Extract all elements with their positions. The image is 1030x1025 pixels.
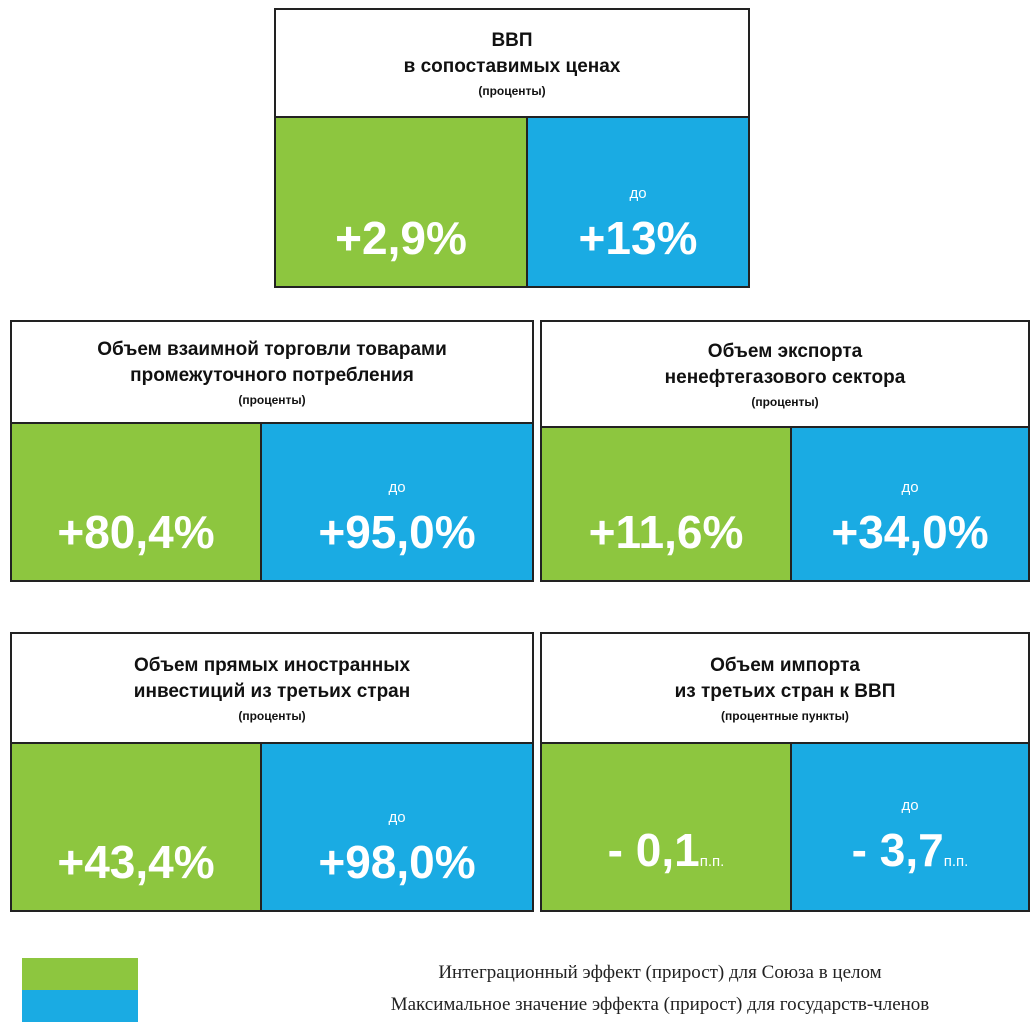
union-effect: - 0,1п.п. xyxy=(542,744,792,910)
panel-title: Объем экспорта xyxy=(707,341,863,362)
union-effect: +2,9% xyxy=(276,118,528,286)
panel-header: ВВП в сопоставимых ценах (проценты) xyxy=(276,10,748,118)
legend-label: Максимальное значение эффекта (прирост) … xyxy=(390,994,930,1015)
max-prefix: до xyxy=(901,797,919,814)
max-value: +95,0% xyxy=(318,506,475,558)
panel-header: Объем взаимной торговли товарами промежут… xyxy=(12,322,532,424)
panel-unit: (проценты) xyxy=(238,709,306,723)
max-effect: до - 3,7п.п. xyxy=(792,744,1028,910)
max-prefix: до xyxy=(629,185,647,202)
panel-title: в сопоставимых ценах xyxy=(403,56,621,77)
panel-header: Объем экспорта ненефтегазового сектора (пр… xyxy=(542,322,1028,428)
legend-swatch xyxy=(22,990,138,1022)
union-value-text: +2,9% xyxy=(335,212,467,264)
panel-title: Объем прямых иностранных xyxy=(133,655,411,676)
panel-header: Объем импорта из третьих стран к ВВП (проц… xyxy=(542,634,1028,744)
union-suffix: п.п. xyxy=(699,853,725,870)
legend-label: Интеграционный эффект (прирост) для Союз… xyxy=(438,962,882,983)
panel-unit: (проценты) xyxy=(751,395,819,409)
panel-unit: (процентные пункты) xyxy=(721,709,849,723)
panel-title: ВВП xyxy=(491,30,533,51)
union-value-text: - 0,1 xyxy=(607,824,700,876)
union-effect: +11,6% xyxy=(542,428,792,580)
max-value: +34,0% xyxy=(831,506,988,558)
max-prefix: до xyxy=(388,809,406,826)
legend-swatch xyxy=(22,958,138,990)
max-value: +98,0% xyxy=(318,836,475,888)
max-value: - 3,7п.п. xyxy=(852,824,969,888)
panel-unit: (проценты) xyxy=(478,84,546,98)
max-prefix: до xyxy=(901,479,919,496)
union-effect: +43,4% xyxy=(12,744,262,910)
max-value-text: +34,0% xyxy=(831,506,989,558)
panel: Объем экспорта ненефтегазового сектора (пр… xyxy=(540,320,1030,582)
union-effect: +80,4% xyxy=(12,424,262,580)
max-effect: до +95,0% xyxy=(262,424,532,580)
max-effect: до +13% xyxy=(528,118,748,286)
union-value: - 0,1п.п. xyxy=(608,824,725,888)
panel: ВВП в сопоставимых ценах (проценты) +2,9% до… xyxy=(274,8,750,288)
max-value-text: +13% xyxy=(578,212,698,264)
panel-title: инвестиций из третьих стран xyxy=(133,681,411,702)
max-value-text: +98,0% xyxy=(318,836,476,888)
union-value-text: +11,6% xyxy=(588,506,744,558)
union-value-text: +43,4% xyxy=(57,836,215,888)
union-value: +80,4% xyxy=(57,506,214,558)
panel-unit: (проценты) xyxy=(238,393,306,407)
panel-title: промежуточного потребления xyxy=(130,365,414,386)
max-effect: до +34,0% xyxy=(792,428,1028,580)
max-prefix: до xyxy=(388,479,406,496)
max-suffix: п.п. xyxy=(943,853,969,870)
panel-title: ненефтегазового сектора xyxy=(664,367,906,388)
max-effect: до +98,0% xyxy=(262,744,532,910)
union-value: +2,9% xyxy=(335,212,467,264)
panel-title: из третьих стран к ВВП xyxy=(674,681,896,702)
panel: Объем взаимной торговли товарами промежут… xyxy=(10,320,534,582)
panel: Объем импорта из третьих стран к ВВП (проц… xyxy=(540,632,1030,912)
panel: Объем прямых иностранных инвестиций из тр… xyxy=(10,632,534,912)
max-value-text: +95,0% xyxy=(318,506,476,558)
union-value: +11,6% xyxy=(589,506,744,558)
union-value: +43,4% xyxy=(57,836,214,888)
panel-header: Объем прямых иностранных инвестиций из тр… xyxy=(12,634,532,744)
union-value-text: +80,4% xyxy=(57,506,215,558)
panel-title: Объем импорта xyxy=(710,655,860,676)
max-value: +13% xyxy=(579,212,698,264)
panel-title: Объем взаимной торговли товарами xyxy=(97,339,447,360)
max-value-text: - 3,7 xyxy=(851,824,944,876)
